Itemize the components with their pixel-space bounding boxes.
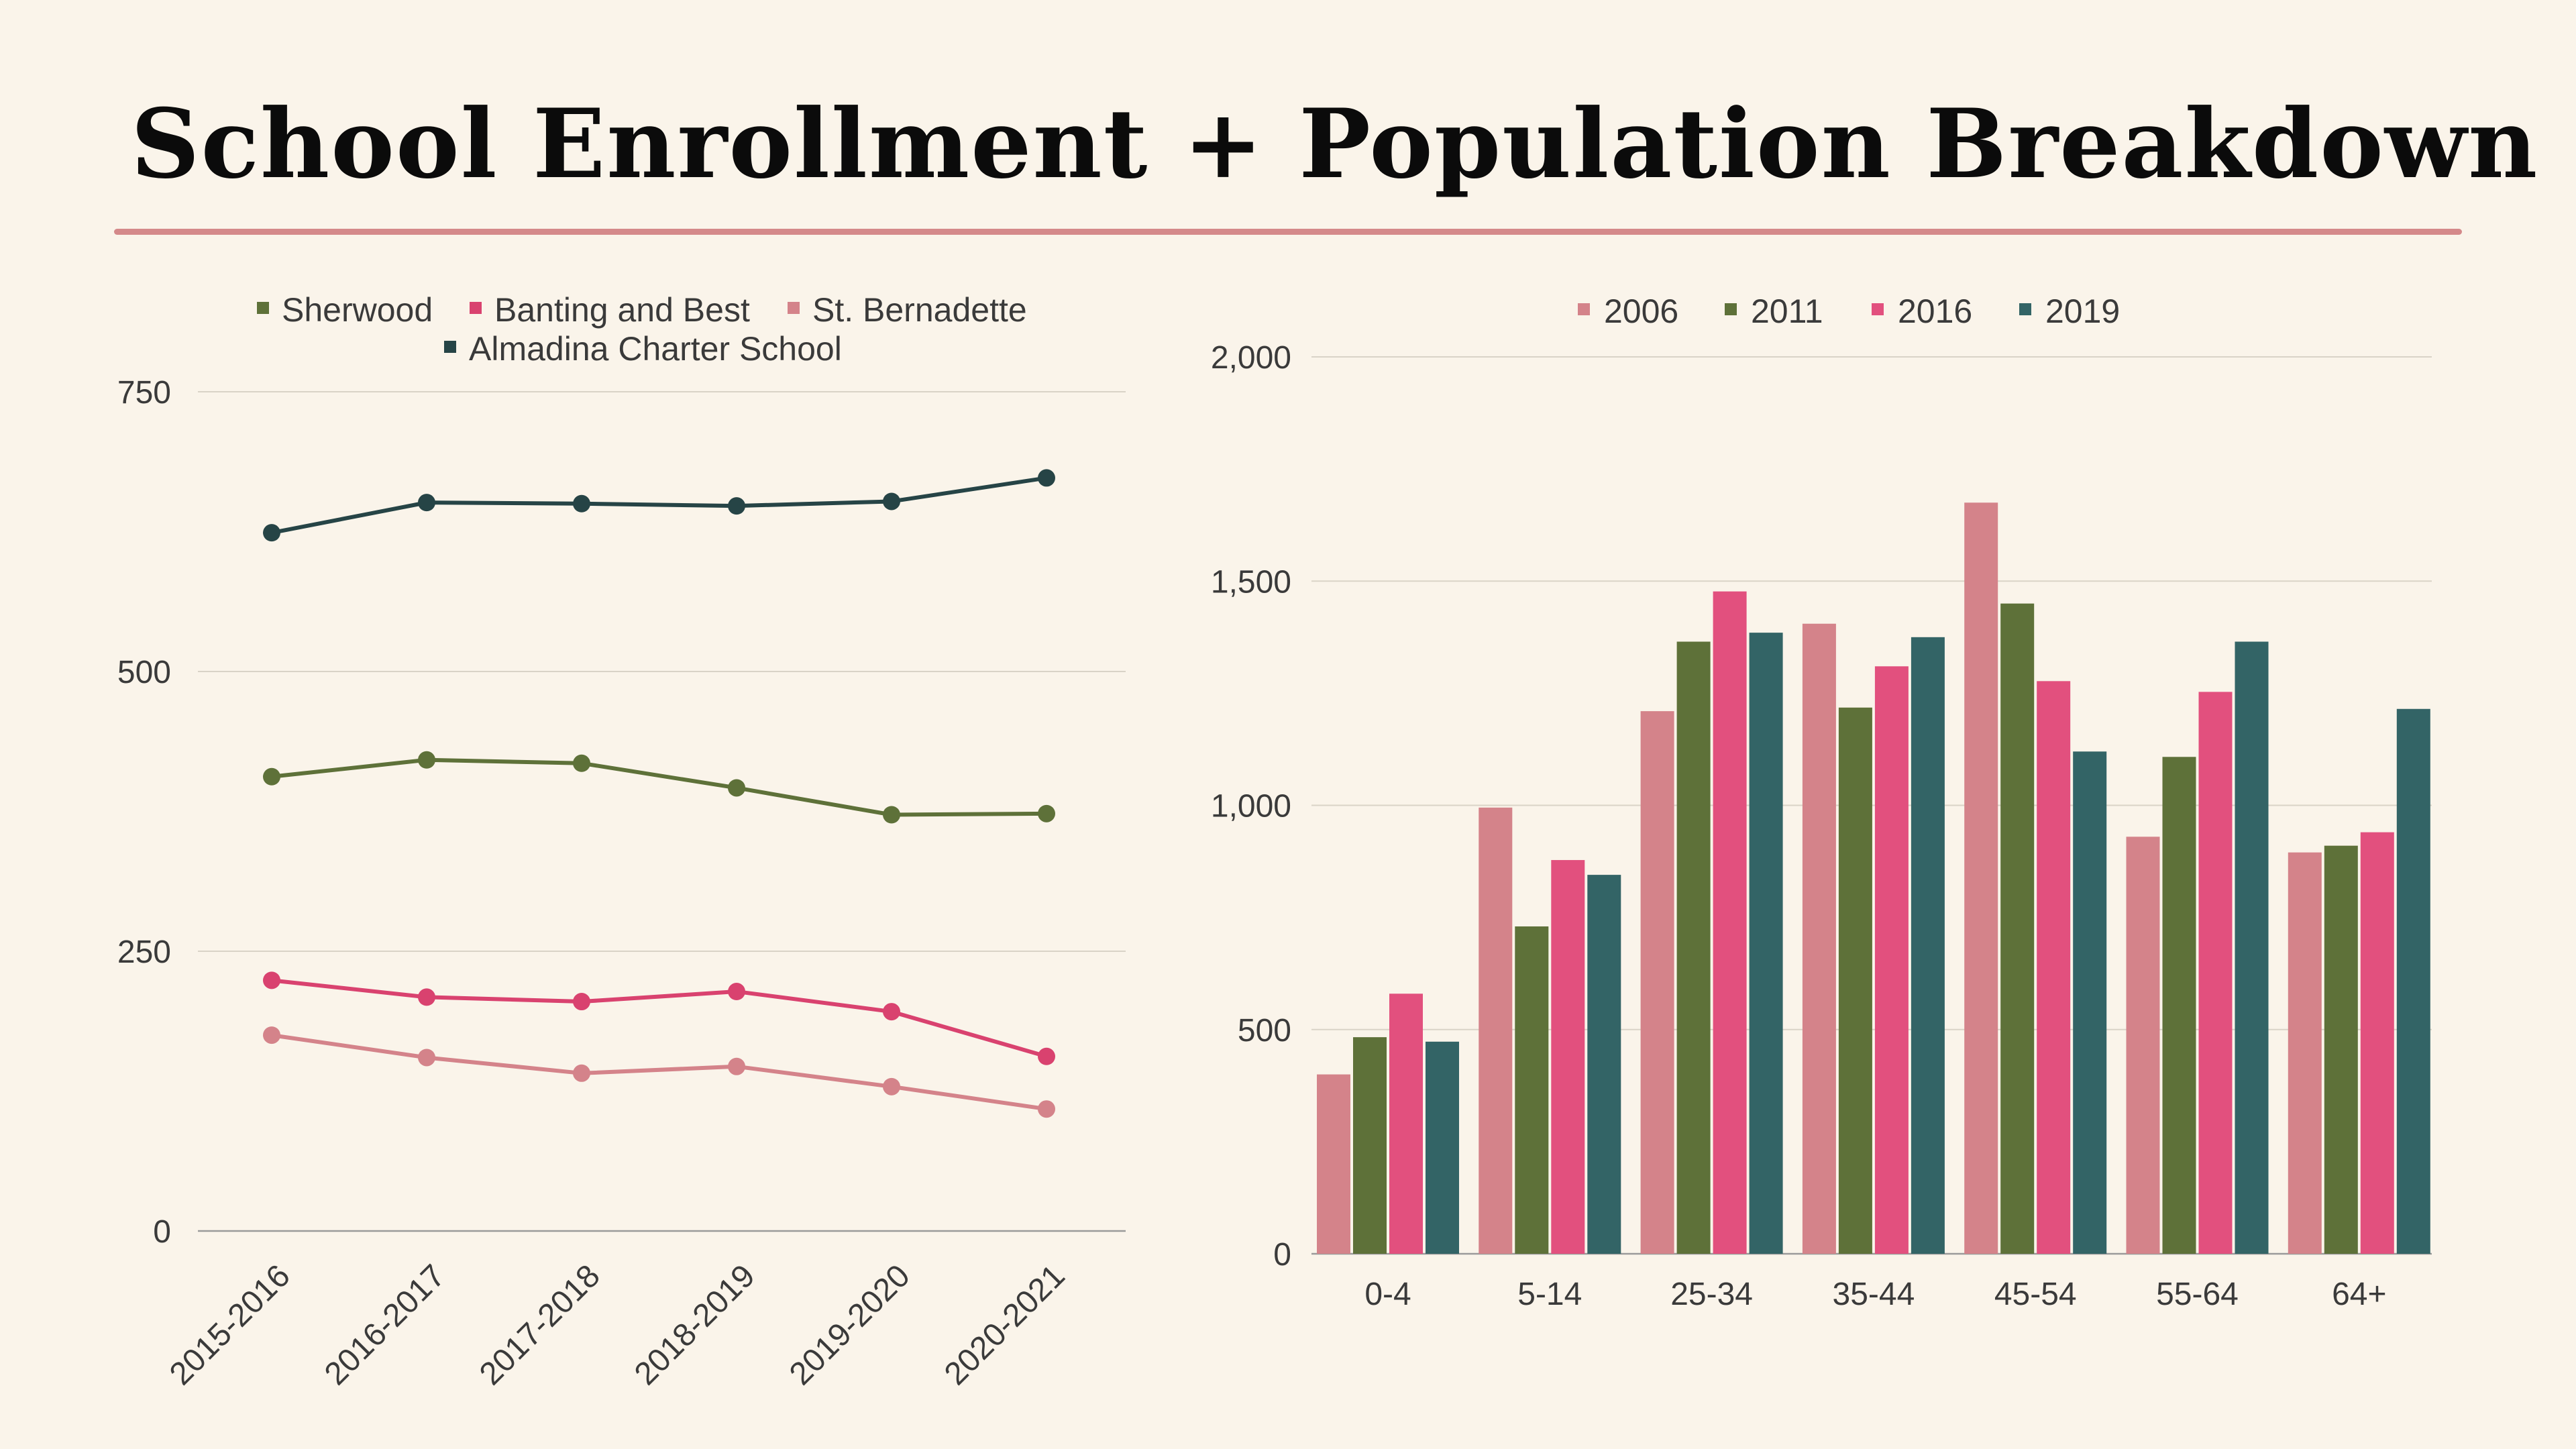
- bar-y-tick-label: 0: [1273, 1237, 1291, 1273]
- bar-2011-55-64: [2162, 757, 2196, 1254]
- bar-2016-45-54: [2037, 681, 2071, 1254]
- bar-2011-0-4: [1353, 1037, 1387, 1254]
- legend-swatch-st-bernadette: [788, 302, 800, 314]
- data-point-st-bernadette: [883, 1077, 900, 1095]
- data-point-almadina-charter-school: [883, 492, 900, 511]
- data-point-banting-and-best: [728, 983, 745, 1001]
- data-point-banting-and-best: [263, 971, 280, 989]
- bar-2011-5-14: [1515, 926, 1549, 1254]
- data-point-banting-and-best: [1038, 1047, 1055, 1065]
- series-line-st-bernadette: [271, 1033, 1047, 1112]
- bar-y-tick-label: 500: [1238, 1013, 1291, 1049]
- bar-x-tick-label: 0-4: [1364, 1277, 1411, 1312]
- legend-swatch-2011: [1725, 303, 1737, 315]
- series-line-almadina-charter-school: [271, 476, 1047, 535]
- bar-2019-35-44: [1911, 637, 1945, 1254]
- bar-2016-55-64: [2198, 692, 2233, 1254]
- bar-2016-35-44: [1874, 666, 1909, 1254]
- bar-2016-0-4: [1389, 994, 1423, 1254]
- legend-swatch-sherwood: [257, 302, 269, 314]
- bar-2006-45-54: [1964, 502, 1998, 1254]
- bar-2019-0-4: [1426, 1041, 1459, 1254]
- data-point-sherwood: [573, 754, 590, 772]
- data-point-banting-and-best: [573, 993, 590, 1011]
- line-y-tick-label: 0: [153, 1214, 171, 1250]
- bar-y-tick-label: 1,000: [1211, 789, 1291, 824]
- line-y-tick-label: 500: [117, 655, 171, 690]
- data-point-almadina-charter-school: [263, 524, 280, 542]
- bar-2019-5-14: [1587, 875, 1621, 1254]
- data-point-st-bernadette: [728, 1057, 745, 1075]
- bar-2016-64: [2360, 832, 2394, 1254]
- bar-2019-55-64: [2235, 641, 2269, 1254]
- data-point-sherwood: [883, 806, 900, 824]
- bar-2011-64: [2324, 845, 2358, 1254]
- legend-swatch-almadina-charter-school: [444, 341, 456, 353]
- data-point-st-bernadette: [263, 1026, 280, 1044]
- bar-2016-5-14: [1551, 860, 1585, 1254]
- data-point-almadina-charter-school: [728, 497, 745, 515]
- data-point-st-bernadette: [418, 1049, 435, 1067]
- data-point-banting-and-best: [418, 988, 435, 1006]
- data-point-sherwood: [263, 767, 280, 786]
- bar-2011-45-54: [2000, 603, 2035, 1254]
- legend-label-2006: 2006: [1604, 292, 1678, 330]
- bar-y-tick-label: 1,500: [1211, 564, 1291, 600]
- bar-x-tick-label: 55-64: [2156, 1277, 2239, 1312]
- series-line-sherwood: [271, 757, 1047, 817]
- line-y-tick-label: 750: [117, 375, 171, 411]
- bar-2006-25-34: [1640, 711, 1674, 1254]
- data-point-sherwood: [418, 751, 435, 769]
- title-divider: [114, 229, 2462, 235]
- legend-label-banting-and-best: Banting and Best: [494, 291, 750, 329]
- bar-2006-55-64: [2126, 837, 2160, 1254]
- data-point-almadina-charter-school: [573, 494, 590, 513]
- bar-y-tick-label: 2,000: [1211, 340, 1291, 376]
- data-point-banting-and-best: [883, 1003, 900, 1021]
- bar-2006-64: [2288, 852, 2322, 1254]
- bar-x-tick-label: 45-54: [1994, 1277, 2077, 1312]
- bar-2006-0-4: [1317, 1074, 1350, 1254]
- bar-2011-35-44: [1838, 707, 1872, 1254]
- legend-swatch-2019: [2019, 303, 2031, 315]
- bar-2019-45-54: [2073, 751, 2107, 1254]
- legend-label-st-bernadette: St. Bernadette: [812, 291, 1027, 329]
- bar-2011-25-34: [1676, 641, 1711, 1254]
- line-y-tick-label: 250: [117, 934, 171, 970]
- data-point-almadina-charter-school: [1038, 469, 1055, 487]
- legend-swatch-2016: [1872, 303, 1884, 315]
- bar-2019-64: [2396, 708, 2430, 1254]
- bar-x-tick-label: 25-34: [1670, 1277, 1753, 1312]
- legend-label-sherwood: Sherwood: [282, 291, 433, 329]
- series-line-banting-and-best: [271, 978, 1047, 1059]
- legend-label-2019: 2019: [2045, 292, 2120, 330]
- legend-swatch-2006: [1578, 303, 1590, 315]
- legend-label-2011: 2011: [1751, 292, 1823, 330]
- legend-label-almadina-charter-school: Almadina Charter School: [469, 330, 842, 368]
- legend-label-2016: 2016: [1898, 292, 1972, 330]
- bar-x-tick-label: 64+: [2332, 1277, 2386, 1312]
- data-point-st-bernadette: [573, 1064, 590, 1082]
- bar-2006-35-44: [1802, 623, 1836, 1254]
- bar-2016-25-34: [1713, 591, 1747, 1254]
- data-point-sherwood: [728, 779, 745, 797]
- data-point-st-bernadette: [1038, 1100, 1055, 1118]
- data-point-almadina-charter-school: [418, 494, 435, 512]
- page-title: School Enrollment + Population Breakdown: [131, 89, 2539, 200]
- bar-2006-5-14: [1479, 807, 1513, 1254]
- data-point-sherwood: [1038, 804, 1055, 822]
- bar-2019-25-34: [1749, 633, 1783, 1254]
- bar-x-tick-label: 35-44: [1833, 1277, 1915, 1312]
- legend-swatch-banting-and-best: [470, 302, 482, 314]
- bar-x-tick-label: 5-14: [1517, 1277, 1582, 1312]
